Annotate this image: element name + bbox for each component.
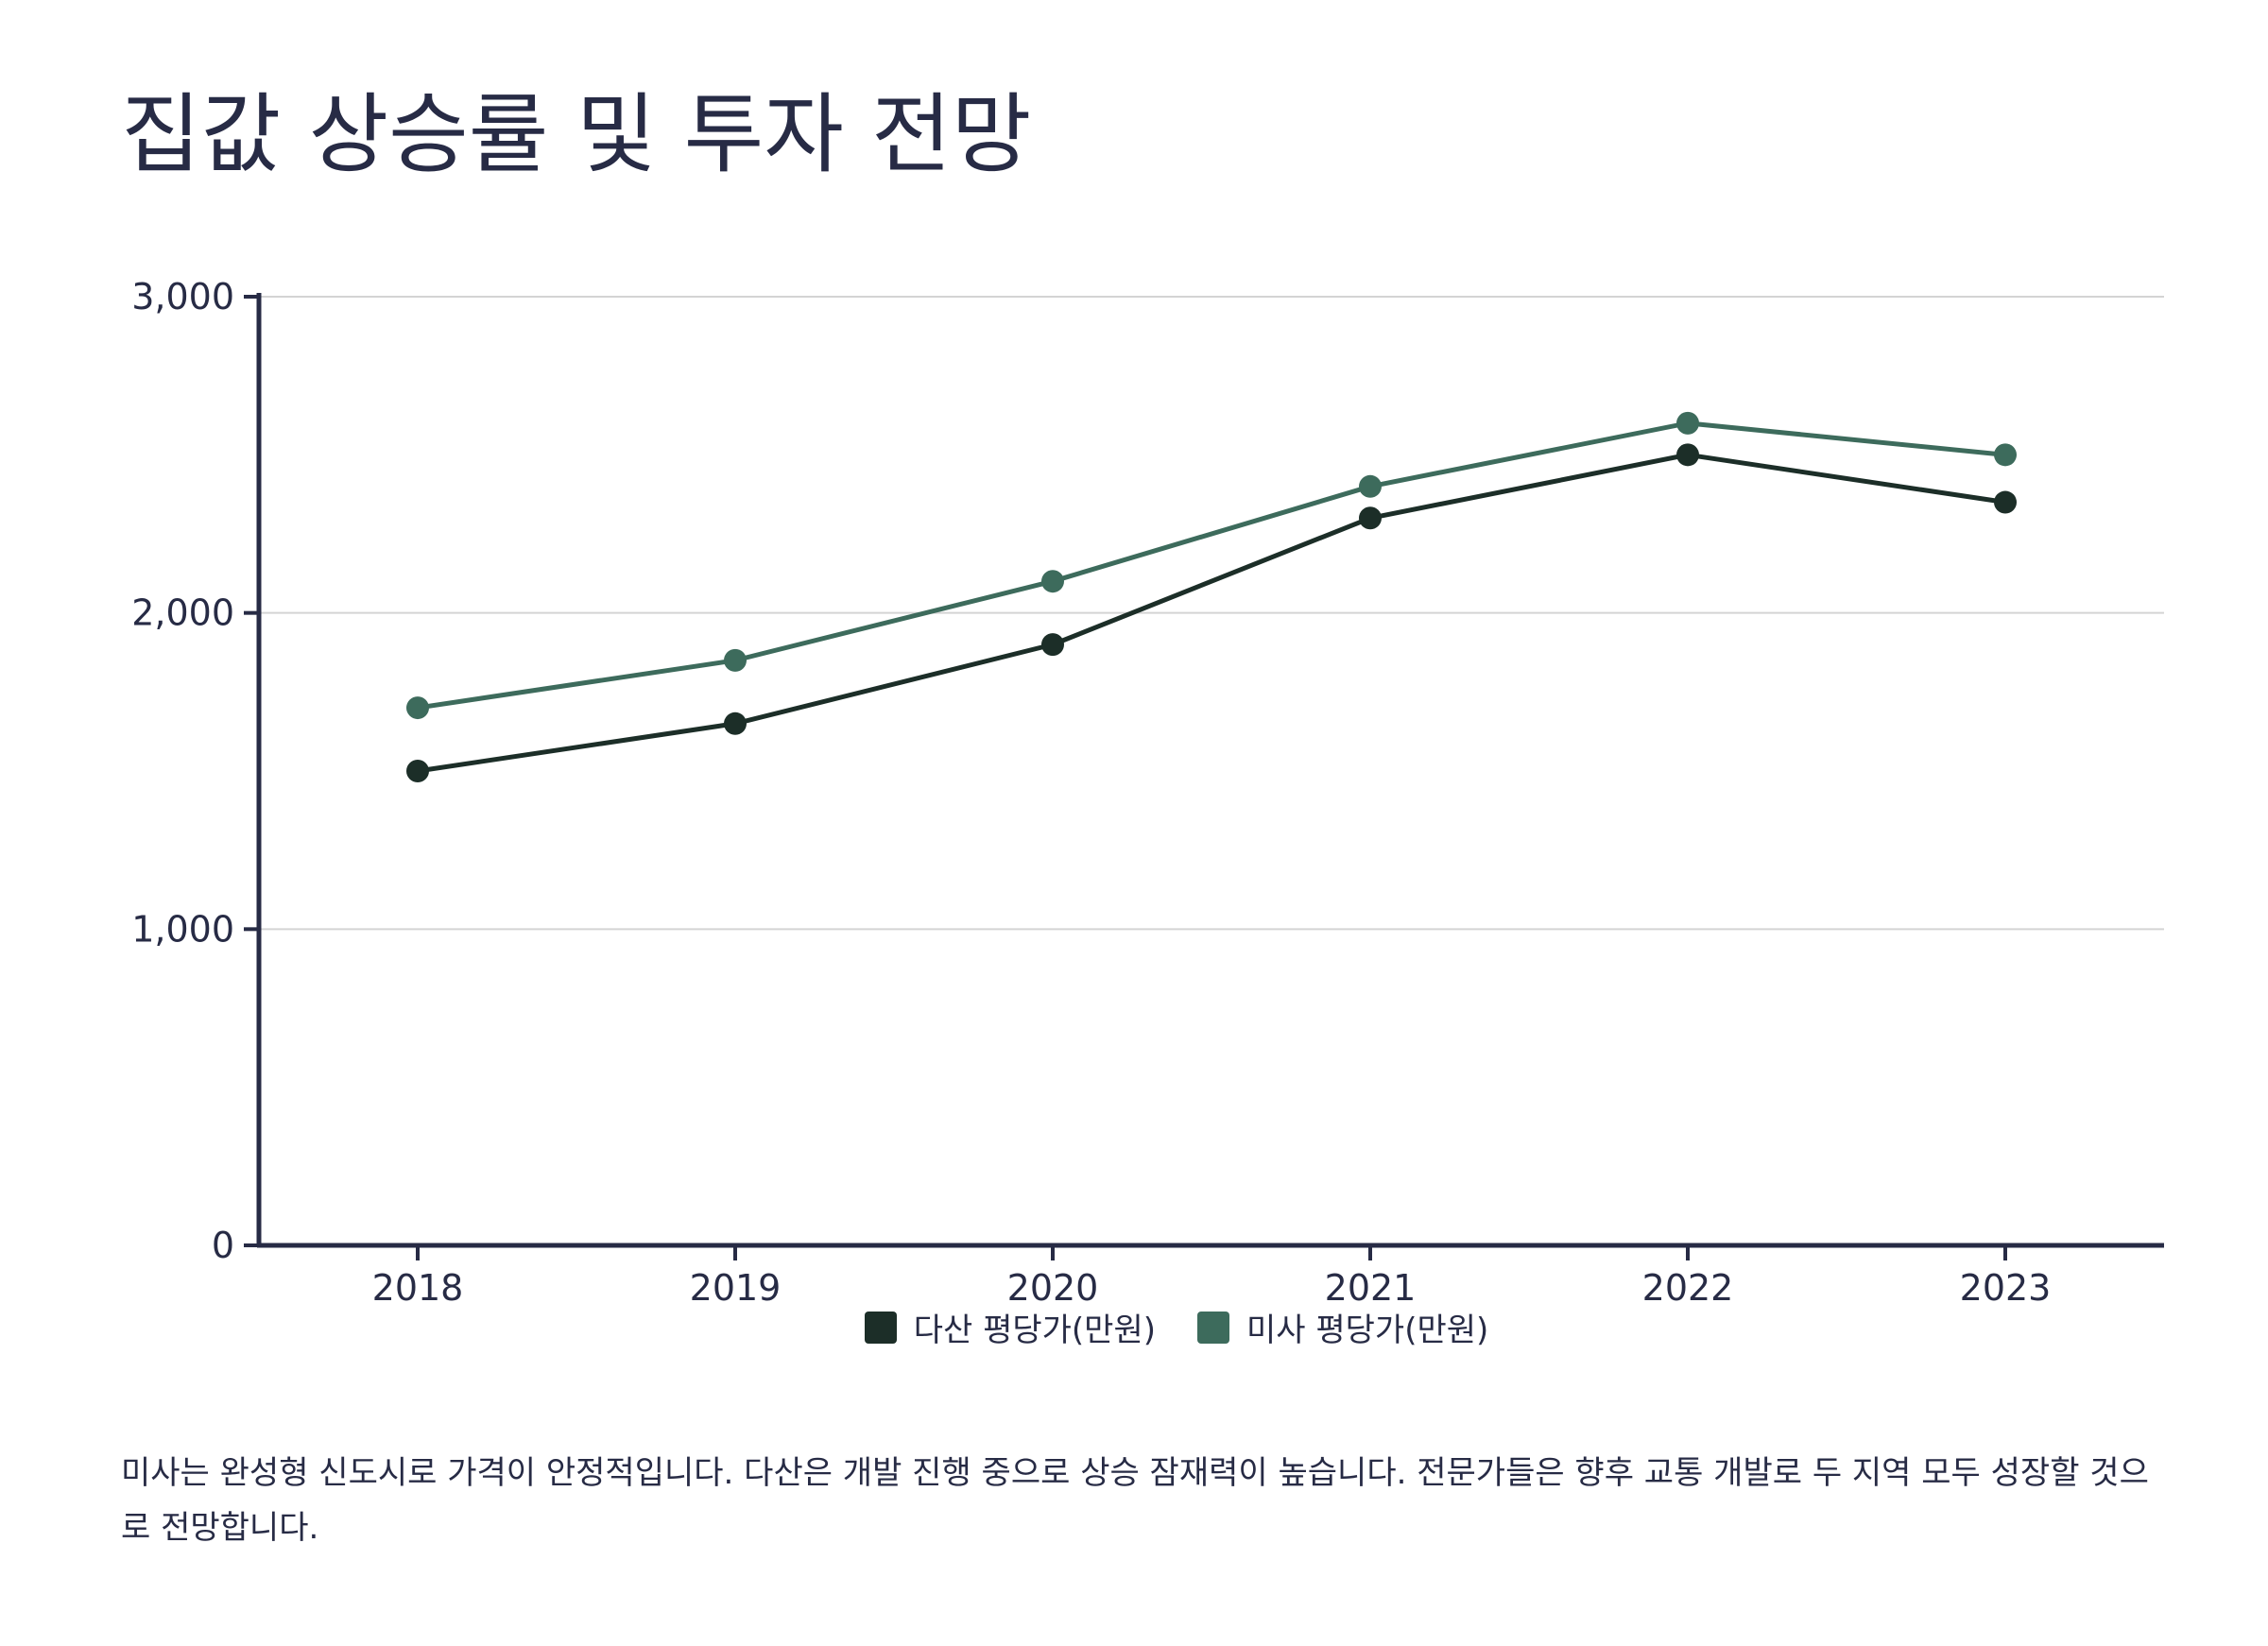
- y-tick-label-3000: 3,000: [131, 276, 234, 317]
- axes: [244, 293, 2164, 1260]
- x-tick-label-2018: 2018: [372, 1267, 464, 1309]
- x-tick-label-2020: 2020: [1007, 1267, 1099, 1309]
- data-point-s2-2023: [1994, 443, 2017, 467]
- x-tick-label-2021: 2021: [1325, 1267, 1417, 1309]
- x-tick-label-2019: 2019: [690, 1267, 782, 1309]
- data-point-s1-2018: [406, 760, 429, 782]
- data-point-s1-2023: [1994, 490, 2017, 514]
- legend-item-1: 다산 평당가(만원): [864, 1304, 1156, 1350]
- data-point-s2-2021: [1359, 474, 1382, 498]
- legend-label-1: 다산 평당가(만원): [913, 1312, 1156, 1349]
- tick-labels: 0 1,000 2,000 3,000 2018 2019 2020 2021 2022 2023: [131, 276, 2051, 1309]
- x-tick-label-2022: 2022: [1642, 1267, 1734, 1309]
- legend-item-2: 미사 평당가(만원): [1197, 1304, 1488, 1350]
- y-tick-label-2000: 2,000: [131, 592, 234, 634]
- data-point-s2-2018: [406, 696, 429, 720]
- y-tick-label-1000: 1,000: [131, 908, 234, 950]
- data-point-s1-2021: [1359, 506, 1382, 530]
- legend-label-2: 미사 평당가(만원): [1246, 1312, 1489, 1349]
- legend-swatch-1: [864, 1311, 897, 1344]
- series-line-2: [415, 420, 2008, 711]
- chart-note: 미사는 완성형 신도시로 가격이 안정적입니다. 다산은 개발 진행 중으로 상…: [121, 1454, 2149, 1547]
- legend-swatch-2: [1197, 1311, 1229, 1344]
- series-line-1: [415, 452, 2008, 774]
- data-point-s2-2022: [1676, 411, 1699, 435]
- data-point-s1-2022: [1676, 443, 1699, 467]
- data-point-s2-2019: [724, 648, 747, 672]
- series-lines: [415, 420, 2008, 774]
- y-tick-label-0: 0: [212, 1225, 234, 1266]
- data-points: [406, 411, 2017, 782]
- data-point-s1-2019: [724, 712, 747, 735]
- x-tick-label-2023: 2023: [1960, 1267, 2052, 1309]
- data-point-s2-2020: [1041, 570, 1064, 593]
- gridlines: [259, 296, 2164, 931]
- chart-legend: 다산 평당가(만원) 미사 평당가(만원): [0, 1304, 2268, 1350]
- data-point-s1-2020: [1041, 633, 1064, 657]
- chart-title: 집값 상승률 및 투자 전망: [121, 84, 1032, 185]
